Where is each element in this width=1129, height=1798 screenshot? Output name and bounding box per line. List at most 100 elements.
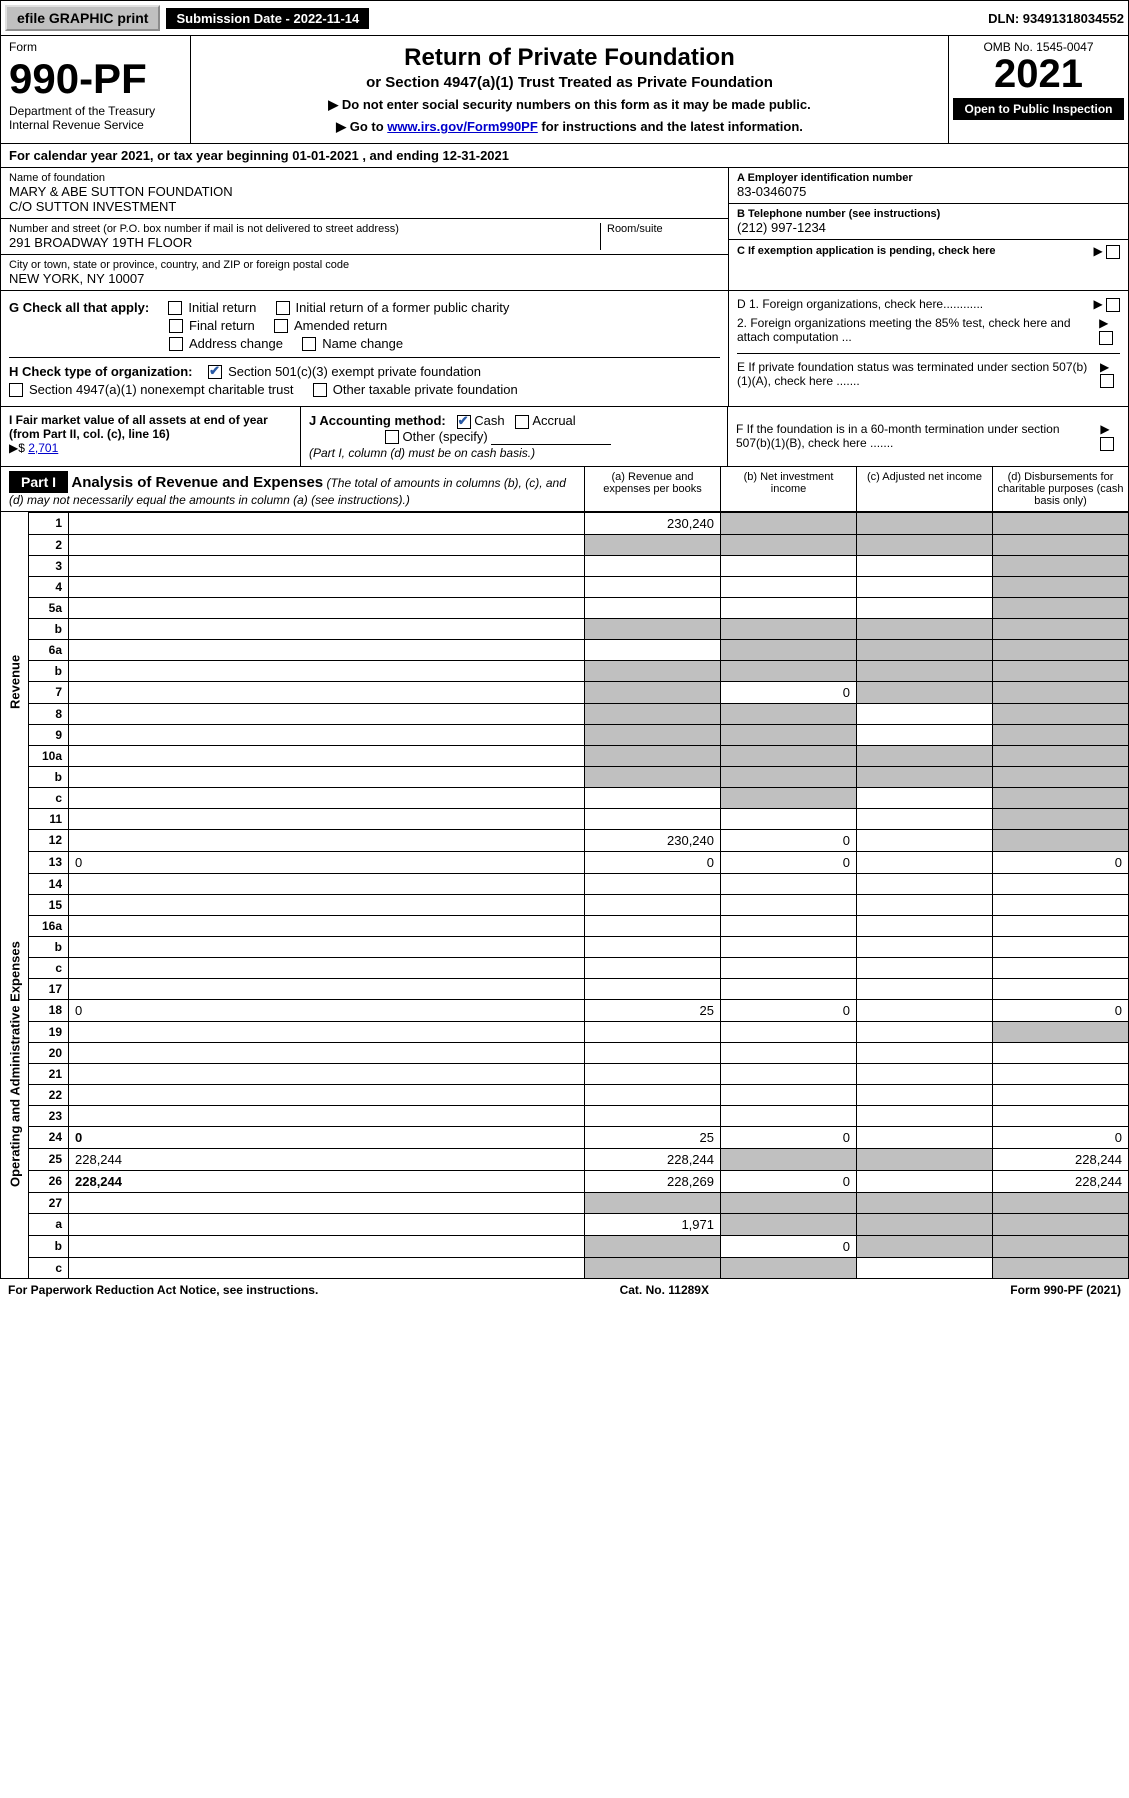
501c3-checkbox[interactable]: [208, 365, 222, 379]
calendar-year-line: For calendar year 2021, or tax year begi…: [0, 144, 1129, 168]
e-checkbox[interactable]: [1100, 374, 1114, 388]
col-c-value: [857, 1148, 993, 1170]
h-label: H Check type of organization:: [9, 364, 192, 379]
col-a-value: [585, 894, 721, 915]
col-a-value: [585, 1042, 721, 1063]
line-number: 9: [29, 724, 69, 745]
col-a-value: [585, 873, 721, 894]
col-c-value: [857, 957, 993, 978]
line-description: [69, 1021, 585, 1042]
col-b-value: 0: [721, 1170, 857, 1192]
col-b-value: [721, 766, 857, 787]
header-right: OMB No. 1545-0047 2021 Open to Public In…: [948, 36, 1128, 143]
line-number: a: [29, 1213, 69, 1235]
4947-checkbox[interactable]: [9, 383, 23, 397]
line-number: 20: [29, 1042, 69, 1063]
col-b-value: [721, 745, 857, 766]
line-number: 24: [29, 1126, 69, 1148]
col-b-value: [721, 618, 857, 639]
col-b-value: [721, 873, 857, 894]
col-a-value: [585, 597, 721, 618]
table-row: b: [1, 766, 1129, 787]
line-number: 21: [29, 1063, 69, 1084]
form-number: 990-PF: [9, 58, 182, 100]
name-change-checkbox[interactable]: [302, 337, 316, 351]
col-d-value: [993, 1192, 1129, 1213]
col-d-value: [993, 894, 1129, 915]
col-c-value: [857, 999, 993, 1021]
amended-return-label: Amended return: [294, 318, 387, 333]
open-inspection: Open to Public Inspection: [953, 98, 1124, 120]
col-c-value: [857, 851, 993, 873]
col-d-value: [993, 639, 1129, 660]
col-d-value: [993, 829, 1129, 851]
address-change-checkbox[interactable]: [169, 337, 183, 351]
other-method-checkbox[interactable]: [385, 430, 399, 444]
col-a-value: [585, 724, 721, 745]
initial-former-checkbox[interactable]: [276, 301, 290, 315]
col-a-value: 0: [585, 851, 721, 873]
col-c-value: [857, 703, 993, 724]
col-b-value: [721, 915, 857, 936]
header-left: Form 990-PF Department of the Treasury I…: [1, 36, 191, 143]
col-b-value: [721, 1105, 857, 1126]
ein-label: A Employer identification number: [737, 172, 1120, 184]
col-b-value: 0: [721, 829, 857, 851]
efile-print-button[interactable]: efile GRAPHIC print: [5, 5, 160, 31]
city-state-zip: NEW YORK, NY 10007: [9, 271, 720, 286]
other-method-label: Other (specify): [402, 429, 487, 444]
table-row: b: [1, 936, 1129, 957]
e-label: E If private foundation status was termi…: [737, 360, 1094, 388]
amended-return-checkbox[interactable]: [274, 319, 288, 333]
cash-checkbox[interactable]: [457, 415, 471, 429]
initial-return-checkbox[interactable]: [168, 301, 182, 315]
table-row: 16a: [1, 915, 1129, 936]
line-description: [69, 597, 585, 618]
fmv-link[interactable]: 2,701: [28, 441, 58, 455]
col-c-value: [857, 1257, 993, 1278]
c-checkbox[interactable]: [1106, 245, 1120, 259]
line-description: [69, 534, 585, 555]
table-row: 70: [1, 681, 1129, 703]
col-b-value: [721, 576, 857, 597]
line-number: 7: [29, 681, 69, 703]
accrual-checkbox[interactable]: [515, 415, 529, 429]
table-row: 27: [1, 1192, 1129, 1213]
col-d-value: [993, 724, 1129, 745]
line-description: [69, 894, 585, 915]
col-d-value: [993, 555, 1129, 576]
line-description: 228,244: [69, 1170, 585, 1192]
tel-value: (212) 997-1234: [737, 220, 1120, 235]
col-c-value: [857, 808, 993, 829]
line-description: [69, 915, 585, 936]
d1-checkbox[interactable]: [1106, 298, 1120, 312]
other-taxable-checkbox[interactable]: [313, 383, 327, 397]
col-a-value: [585, 808, 721, 829]
part1-header: Part I Analysis of Revenue and Expenses …: [0, 467, 1129, 512]
col-a-value: [585, 703, 721, 724]
col-c-value: [857, 1063, 993, 1084]
table-row: b: [1, 660, 1129, 681]
col-c-value: [857, 681, 993, 703]
col-d-value: [993, 1063, 1129, 1084]
table-row: 11: [1, 808, 1129, 829]
line-description: [69, 1042, 585, 1063]
line-number: 22: [29, 1084, 69, 1105]
foundation-name: MARY & ABE SUTTON FOUNDATION C/O SUTTON …: [9, 184, 720, 214]
col-b-value: [721, 1063, 857, 1084]
tax-year: 2021: [953, 54, 1124, 94]
irs-link[interactable]: www.irs.gov/Form990PF: [387, 119, 538, 134]
f-checkbox[interactable]: [1100, 437, 1114, 451]
col-c-value: [857, 534, 993, 555]
col-c-value: [857, 1192, 993, 1213]
col-c-value: [857, 1235, 993, 1257]
col-a-value: [585, 1257, 721, 1278]
final-return-checkbox[interactable]: [169, 319, 183, 333]
col-c-value: [857, 873, 993, 894]
col-b-value: 0: [721, 1235, 857, 1257]
col-d-value: [993, 766, 1129, 787]
addr-label: Number and street (or P.O. box number if…: [9, 223, 600, 235]
col-c-value: [857, 1084, 993, 1105]
d2-checkbox[interactable]: [1099, 331, 1113, 345]
table-row: 10a: [1, 745, 1129, 766]
